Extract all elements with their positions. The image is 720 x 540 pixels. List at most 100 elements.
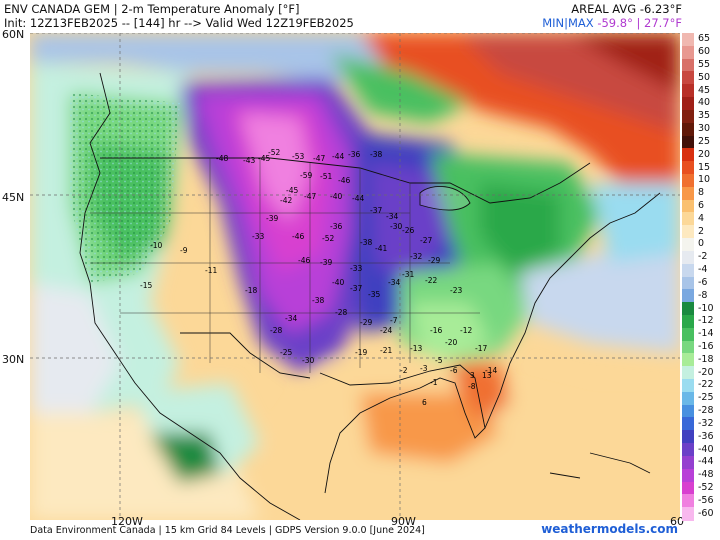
anomaly-value-label: -14 — [485, 366, 497, 375]
colorbar-swatch — [682, 340, 694, 354]
colorbar-tick-label: -10 — [698, 302, 714, 314]
colorbar-swatch — [682, 109, 694, 124]
anomaly-value-label: -16 — [430, 326, 442, 335]
colorbar-tick-label: 35 — [698, 110, 711, 122]
colorbar-swatch — [682, 84, 694, 98]
min-max-values: -59.8° | 27.7°F — [597, 16, 682, 30]
anomaly-value-label: -38 — [312, 296, 324, 305]
anomaly-value-label: -39 — [320, 258, 332, 267]
colorbar-tick-label: -60 — [698, 507, 714, 519]
anomaly-value-label: -40 — [332, 278, 344, 287]
anomaly-value-label: -41 — [375, 244, 387, 253]
colorbar-tick-label: 40 — [698, 97, 711, 109]
colorbar-swatch — [682, 289, 694, 303]
anomaly-value-label: -17 — [475, 344, 487, 353]
anomaly-value-label: -42 — [280, 196, 292, 205]
state-lines — [209, 158, 411, 373]
lat-label-45n: 45N — [2, 191, 25, 204]
anomaly-value-label: -26 — [402, 226, 414, 235]
anomaly-value-label: -18 — [245, 286, 257, 295]
colorbar-tick-label: 6 — [698, 200, 705, 211]
colorbar-tick-label: 25 — [698, 135, 711, 147]
anomaly-value-label: -36 — [330, 222, 342, 231]
anomaly-value-label: -28 — [335, 308, 347, 317]
anomaly-value-label: -13 — [410, 344, 422, 353]
anomaly-value-label: -44 — [352, 194, 364, 203]
header-bar: ENV CANADA GEM | 2-m Temperature Anomaly… — [0, 0, 720, 32]
anomaly-value-label: -11 — [205, 266, 217, 275]
caribbean-islands — [549, 452, 651, 479]
colorbar-tick-label: 55 — [698, 59, 711, 71]
anomaly-value-label: -38 — [360, 238, 372, 247]
anomaly-map[interactable]: -48 -43 -45 -52 -53 -47 -44 -36 -38 -59 -51 -46 -45-… — [30, 33, 680, 520]
anomaly-value-label: -10 — [150, 241, 162, 250]
colorbar-swatch — [682, 391, 694, 406]
anomaly-value-label: -27 — [420, 236, 432, 245]
colorbar-swatch — [682, 430, 694, 444]
anomaly-value-label: -45 — [258, 154, 270, 163]
anomaly-value-label: -40 — [330, 192, 342, 201]
colorbar-swatch — [682, 468, 694, 483]
anomaly-value-label: 13 — [482, 371, 492, 380]
colorbar-swatch — [682, 263, 694, 278]
colorbar-swatch — [682, 327, 694, 342]
political-boundaries — [79, 72, 661, 520]
colorbar-tick-label: 30 — [698, 123, 711, 135]
colorbar-tick-label: -16 — [698, 340, 714, 352]
anomaly-value-label: -23 — [450, 286, 462, 295]
colorbar-tick-label: -6 — [698, 276, 708, 288]
anomaly-value-label: -20 — [445, 338, 457, 347]
us-mexico-border — [180, 332, 311, 379]
colorbar-swatch — [682, 494, 694, 508]
min-max-readout: MIN|MAX -59.8° | 27.7°F — [542, 16, 682, 30]
anomaly-value-label: -51 — [320, 172, 332, 181]
colorbar-tick-label: 60 — [698, 46, 711, 58]
colorbar-tick-label: -32 — [698, 417, 714, 429]
colorbar-tick-label: -44 — [698, 456, 714, 468]
colorbar-tick-label: 0 — [698, 238, 705, 250]
colorbar-tick-label: -52 — [698, 481, 714, 493]
anomaly-value-label: -12 — [460, 326, 472, 335]
colorbar-swatch — [682, 186, 694, 201]
colorbar-swatch — [682, 238, 694, 252]
colorbar-swatch — [682, 250, 694, 265]
anomaly-value-label: -47 — [313, 154, 325, 163]
anomaly-value-label: -52 — [268, 148, 280, 157]
brand-link[interactable]: weathermodels.com — [541, 522, 678, 536]
anomaly-value-label: -52 — [322, 234, 334, 243]
terrain-texture — [70, 93, 180, 283]
colorbar-swatch — [682, 58, 694, 73]
colorbar-tick-label: -14 — [698, 328, 714, 340]
anomaly-value-label: -53 — [292, 152, 304, 161]
data-source-footer: Data Environment Canada | 15 km Grid 84 … — [30, 525, 425, 536]
lat-label-30n: 30N — [2, 353, 25, 366]
anomaly-value-label: -31 — [402, 270, 414, 279]
colorbar-swatch — [682, 225, 694, 239]
anomaly-value-label: -37 — [370, 206, 382, 215]
colorbar-tick-label: -48 — [698, 469, 714, 481]
map-title: ENV CANADA GEM | 2-m Temperature Anomaly… — [4, 2, 300, 16]
colorbar-swatch — [682, 199, 694, 213]
anomaly-value-label: -9 — [180, 246, 188, 255]
anomaly-value-label: -24 — [380, 326, 392, 335]
colorbar-swatch — [682, 507, 694, 521]
lat-label-60n: 60N — [2, 28, 25, 41]
state-lines-ew — [90, 212, 480, 314]
anomaly-value-label: -3 — [420, 364, 428, 373]
colorbar-tick-label: -56 — [698, 494, 714, 506]
anomaly-value-label: -46 — [292, 232, 304, 241]
anomaly-value-label: 6 — [422, 398, 427, 407]
anomaly-value-label: -46 — [338, 176, 350, 185]
anomaly-value-label: -32 — [410, 252, 422, 261]
colorbar-tick-label: 45 — [698, 84, 711, 96]
anomaly-value-label: -21 — [380, 346, 392, 355]
min-max-label: MIN|MAX — [542, 16, 594, 30]
anomaly-value-label: -6 — [450, 366, 458, 375]
colorbar-swatch — [682, 455, 694, 470]
colorbar-tick-label: -25 — [698, 392, 714, 404]
colorbar-tick-label: -28 — [698, 405, 714, 417]
colorbar-swatch — [682, 173, 694, 188]
map-canvas: -48 -43 -45-52 -53 -47 -44 -36 -38-59 -51 -46-45-… — [30, 33, 680, 520]
anomaly-value-label: -33 — [252, 232, 264, 241]
colorbar-swatch — [682, 417, 694, 431]
